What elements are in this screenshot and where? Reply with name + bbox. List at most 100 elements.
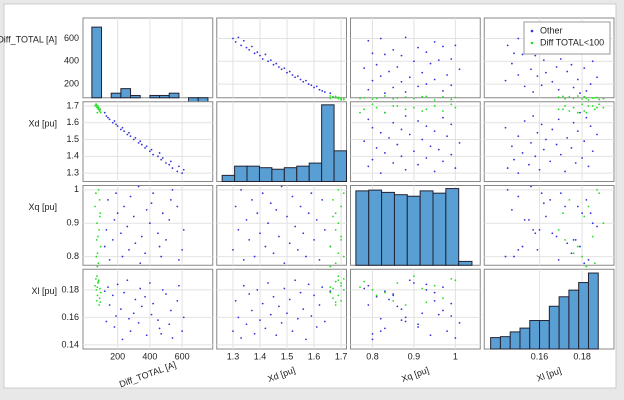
scatter-point [129, 135, 132, 138]
scatter-point [340, 282, 342, 284]
scatter-point [150, 313, 153, 316]
scatter-point [433, 291, 436, 294]
scatter-point [396, 105, 399, 107]
scatter-point [334, 228, 337, 231]
scatter-point [340, 299, 342, 302]
scatter-point [417, 120, 419, 122]
scatter-point [334, 280, 337, 283]
histogram-bar [321, 104, 335, 182]
scatter-point [367, 284, 370, 287]
scatter-point [450, 84, 453, 87]
scatter-point [591, 222, 594, 225]
scatter-point [107, 286, 109, 289]
scatter-point [379, 75, 382, 78]
scatter-point [332, 95, 334, 98]
y-tick-label: 1.5 [66, 134, 79, 144]
scatter-point [367, 118, 370, 121]
scatter-point [602, 106, 605, 109]
scatter-point [160, 255, 163, 258]
scatter-point [521, 245, 524, 248]
scatter-point [404, 320, 407, 323]
histogram-bar [587, 272, 599, 350]
x-tick-label: 0.8 [366, 351, 379, 361]
scatter-point [384, 92, 386, 95]
scatter-point [340, 99, 342, 101]
scatter-point [379, 131, 382, 134]
scatter-point [272, 295, 275, 298]
scatter-point [583, 110, 586, 112]
scatter-point [232, 249, 234, 251]
scatter-point [598, 103, 601, 106]
scatter-point [591, 235, 594, 238]
scatter-point [178, 284, 180, 287]
scatter-point [371, 158, 374, 161]
scatter-point [123, 130, 126, 133]
scatter-point [334, 212, 337, 215]
scatter-point [591, 60, 594, 63]
scatter-point [504, 79, 507, 82]
y-tick-label: 0.16 [61, 312, 79, 322]
scatter-point [296, 317, 299, 320]
scatter-point [259, 319, 261, 322]
scatter-point [367, 39, 370, 42]
scatter-point [384, 111, 386, 114]
scatter-point [334, 262, 337, 265]
scatter-point [96, 222, 98, 225]
scatter-point [337, 275, 340, 278]
scatter-point [555, 66, 558, 68]
scatter-point [307, 283, 310, 286]
scatter-point [158, 327, 161, 330]
scatter-point [103, 290, 106, 293]
scatter-point [442, 95, 444, 98]
scatter-point [570, 252, 573, 255]
scatter-point [532, 228, 535, 231]
scatter-point [555, 235, 558, 238]
histogram-bar [296, 165, 310, 183]
scatter-point [421, 71, 424, 74]
scatter-point [442, 309, 444, 312]
scatter-point [504, 255, 507, 258]
scatter-point [557, 259, 560, 261]
scatter-point [450, 277, 453, 280]
scatter-point [359, 286, 361, 289]
scatter-point [404, 304, 407, 306]
scatter-point [157, 319, 159, 322]
scatter-point [442, 45, 444, 48]
panel [82, 268, 214, 350]
scatter-point [97, 279, 100, 282]
x-tick-label: 0.16 [531, 351, 549, 361]
legend-label: Other [540, 25, 563, 35]
scatter-point [140, 305, 143, 308]
scatter-point [108, 304, 111, 306]
scatter-point [259, 232, 261, 235]
scatter-point [564, 105, 566, 107]
scatter-point [256, 212, 259, 215]
y-tick-label: 600 [64, 33, 79, 43]
scatter-point [126, 225, 129, 228]
scatter-point [99, 108, 102, 111]
scatter-point [371, 126, 374, 129]
scatter-point [321, 286, 324, 289]
scatter-point [530, 68, 532, 71]
scatter-point [158, 152, 161, 154]
scatter-point [392, 299, 395, 302]
scatter-point [388, 70, 390, 73]
scatter-point [182, 168, 185, 171]
scatter-point [169, 309, 172, 312]
scatter-point [433, 99, 436, 101]
histogram-bar [368, 189, 383, 266]
scatter-point [581, 157, 583, 159]
scatter-point [165, 293, 167, 295]
scatter-point [559, 153, 562, 156]
scatter-point [116, 283, 119, 286]
panel [483, 185, 615, 266]
scatter-point [371, 52, 374, 55]
scatter-point [145, 208, 148, 211]
y-tick-label: 0.8 [66, 251, 79, 261]
scatter-point [340, 205, 342, 208]
scatter-point [291, 330, 294, 333]
scatter-point [107, 198, 109, 201]
histogram-bar [246, 165, 260, 183]
x-tick-label: 1.7 [335, 351, 348, 361]
scatter-point [408, 76, 411, 79]
